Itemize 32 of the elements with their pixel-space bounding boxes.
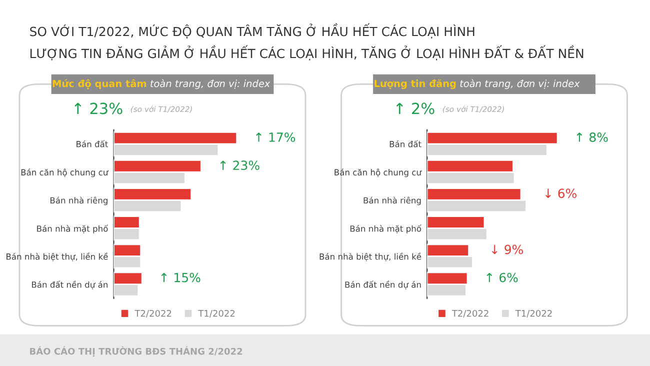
y-tick-label: Bán đất nền dự án — [345, 280, 421, 290]
chart-subtitle: toàn trang, đơn vị: index — [460, 79, 580, 90]
y-tick-label: Bán căn hộ chung cư — [21, 168, 109, 178]
y-tick-label: Bán đất nền dự án — [32, 280, 108, 290]
annotation: ↑ 15% — [161, 272, 200, 282]
legend-label: T1/2022 — [198, 310, 235, 318]
chart-subtitle: toàn trang, đơn vị: index — [150, 79, 270, 90]
legend-label: T2/2022 — [134, 310, 172, 318]
chart-title: Lượng tin đăng — [374, 79, 456, 90]
annotation: ↓ 6% — [545, 188, 576, 198]
chart-title: Mức độ quan tâm — [52, 79, 146, 90]
y-tick-label: Bán nhà riêng — [50, 196, 108, 206]
y-tick-label: Bán căn hộ chung cư — [334, 168, 422, 178]
y-tick-label: Bán đất — [76, 140, 108, 148]
text: BÁO CÁO THỊ TRƯỜNG BĐS THÁNG 2/2022 — [30, 346, 242, 356]
text: ↑ 2% — [396, 102, 434, 114]
text: ↑ 8% — [576, 132, 608, 142]
annotation: ↑ 6% — [486, 272, 518, 282]
y-tick-label: Bán nhà riêng — [364, 196, 421, 206]
text: ↑ 23% — [74, 102, 122, 114]
y-tick-label: Bán đất — [390, 140, 422, 148]
legend-label: T2/2022 — [452, 310, 488, 318]
annotation: ↓ 9% — [492, 244, 523, 254]
annotation: ↑ 23% — [220, 160, 260, 170]
y-tick-label: Bán nhà biệt thự, liền kề — [6, 252, 108, 262]
text: LƯỢNG TIN ĐĂNG GIẢM Ở HẦU HẾT CÁC LOẠI HÌNH, TĂNG Ở LOẠI HÌNH ĐẤT & ĐẤT NỀN — [30, 45, 584, 60]
y-tick-label: Bán nhà mặt phố — [37, 224, 108, 234]
y-tick-label: Bán nhà biệt thự, liền kề — [320, 252, 422, 262]
text: ↑ 17% — [256, 132, 296, 142]
text: SO VỚI T1/2022, MỨC ĐỘ QUAN TÂM TĂNG Ở HẦU HẾT CÁC LOẠI HÌNH — [30, 23, 474, 38]
legend-label: T1/2022 — [515, 310, 552, 318]
y-tick-label: Bán nhà mặt phố — [350, 224, 422, 234]
